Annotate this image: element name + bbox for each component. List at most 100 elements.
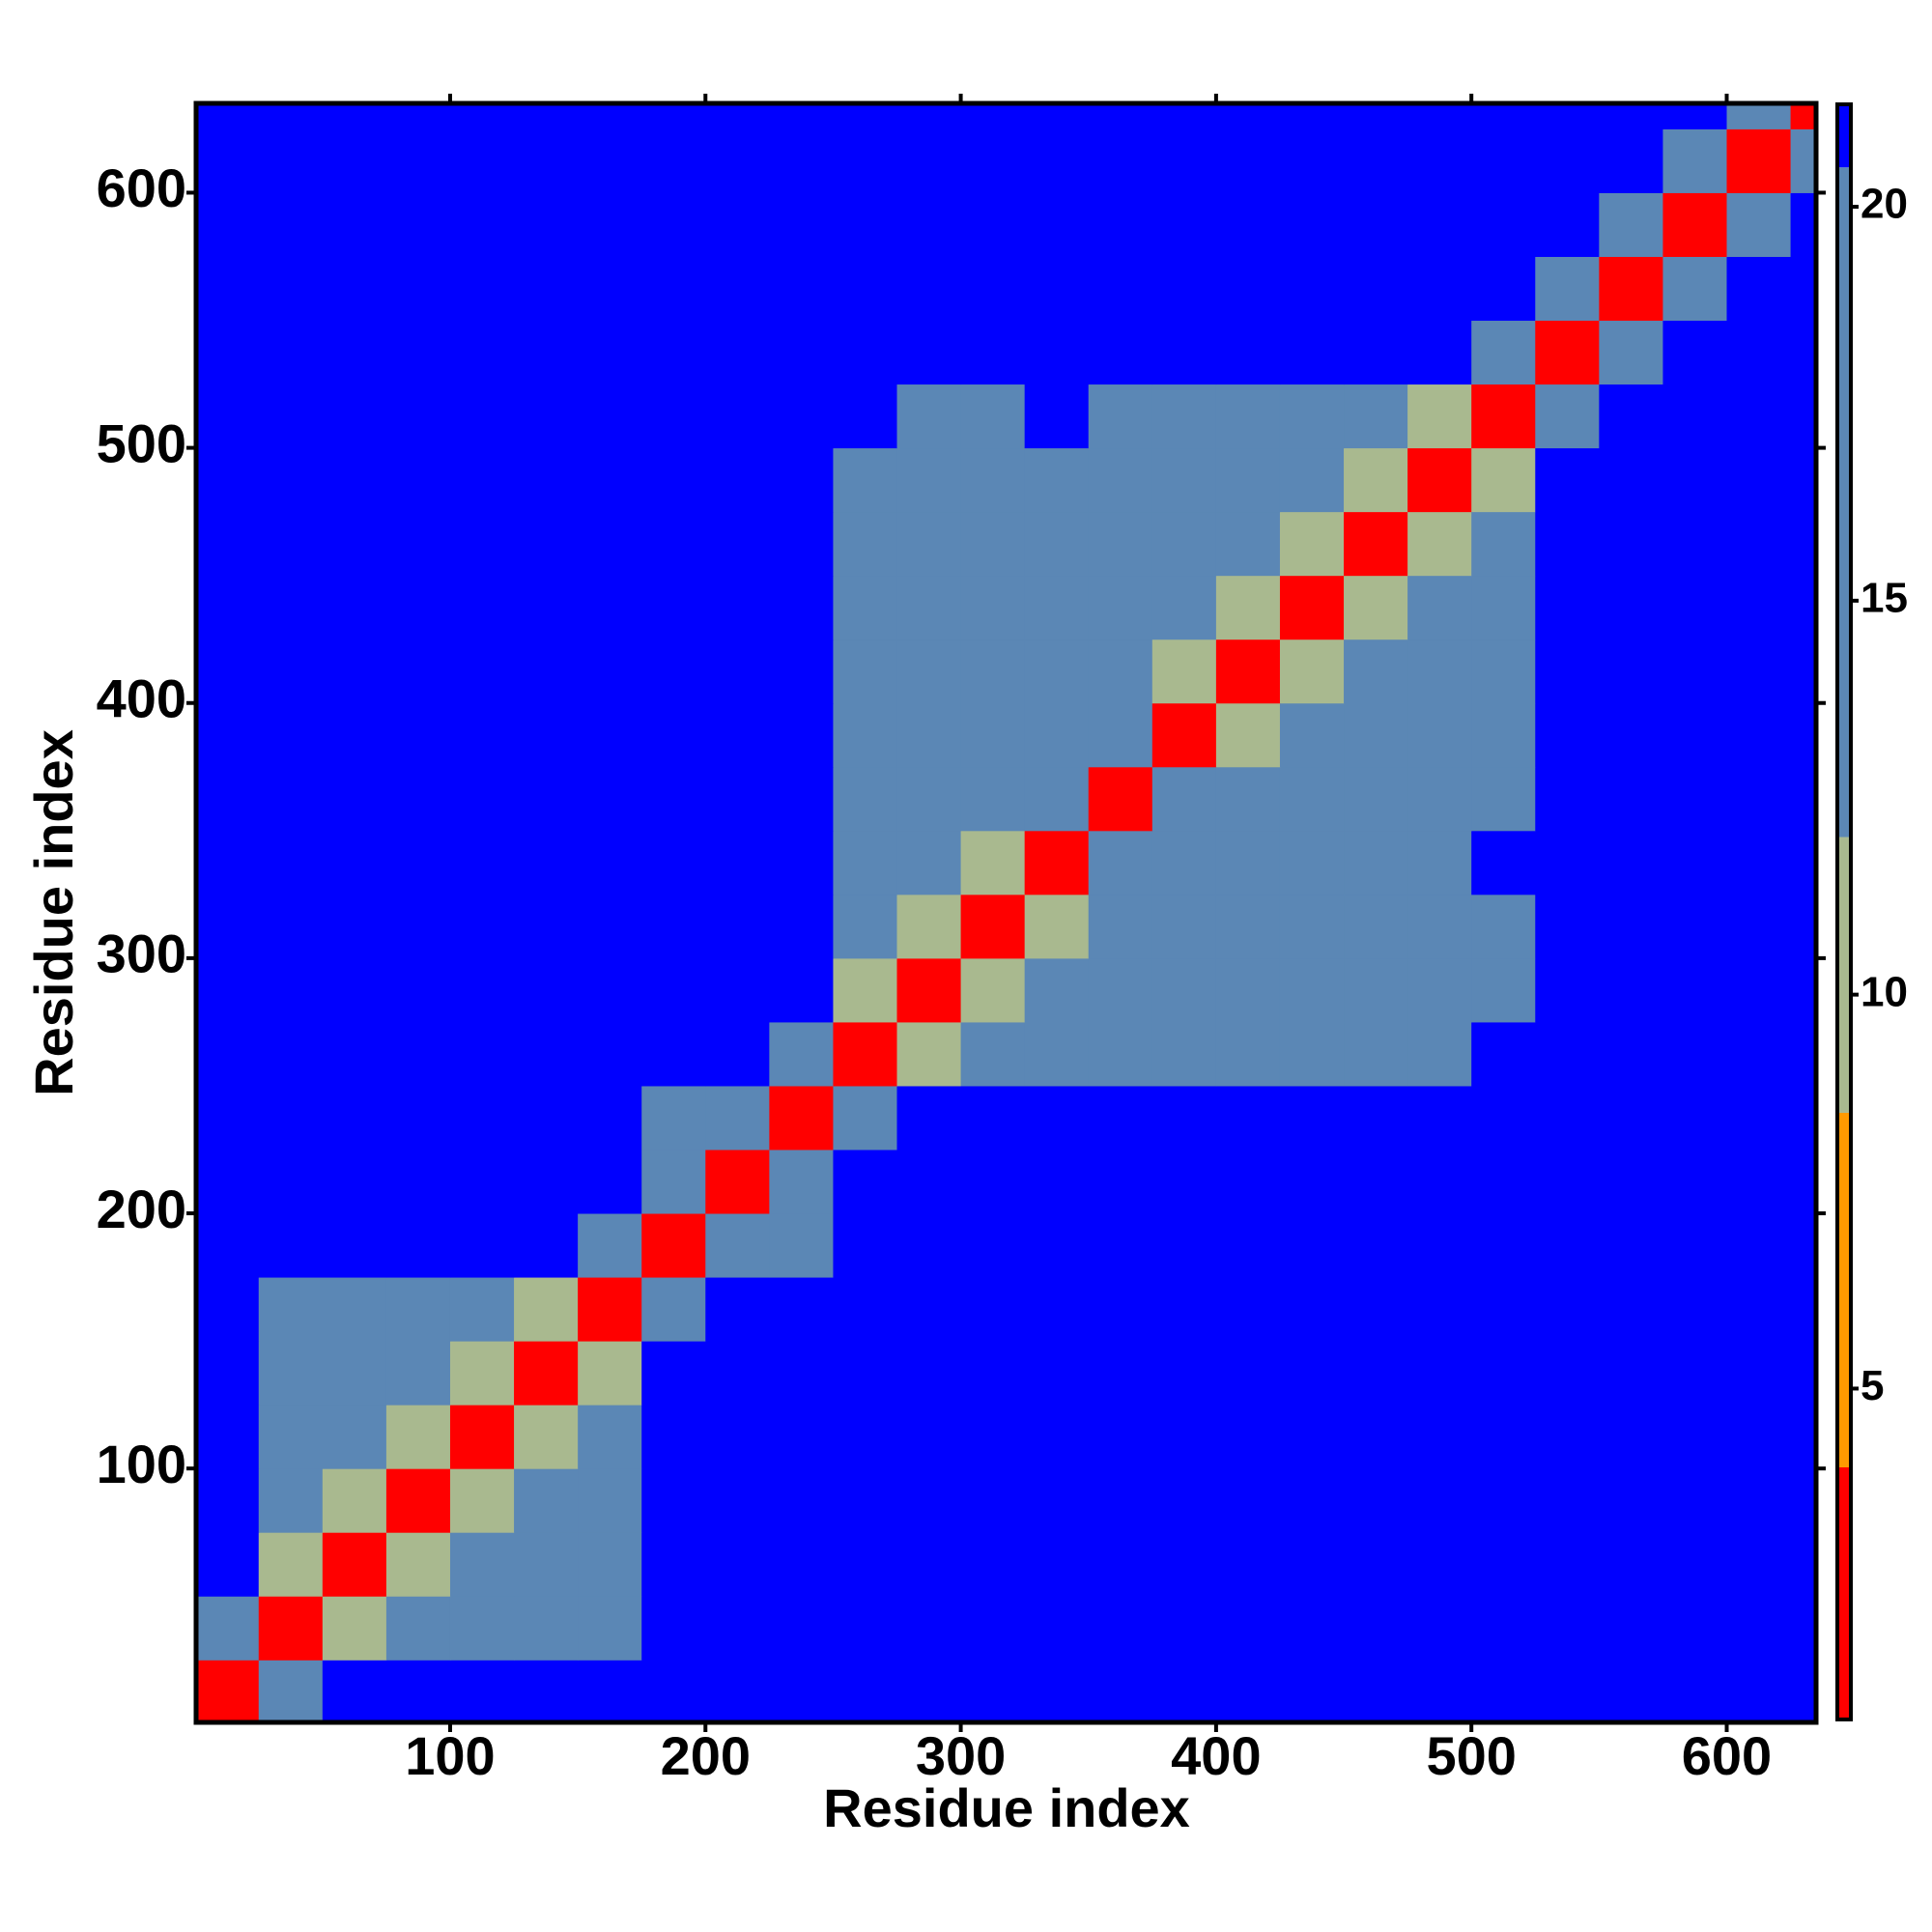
heatmap-cell: [258, 128, 324, 193]
heatmap-cell: [896, 1660, 962, 1722]
heatmap-cell: [705, 575, 770, 640]
heatmap-cell: [1662, 1596, 1727, 1661]
heatmap-cell: [960, 256, 1026, 322]
heatmap-cell: [896, 1405, 962, 1469]
heatmap-cell: [1407, 1341, 1472, 1406]
heatmap-cell: [1535, 1149, 1600, 1214]
heatmap-cell: [578, 1149, 642, 1214]
heatmap-cell: [641, 1149, 706, 1214]
heatmap-cell: [1215, 1277, 1281, 1342]
heatmap-cell: [960, 1532, 1026, 1597]
heatmap-cell: [960, 1468, 1026, 1533]
heatmap-cell: [1215, 702, 1281, 768]
heatmap-cell: [1790, 1213, 1816, 1278]
heatmap-cell: [1471, 766, 1536, 832]
heatmap-cell: [1599, 1149, 1663, 1214]
heatmap-cell: [1726, 1596, 1792, 1661]
heatmap-cell: [1471, 511, 1536, 577]
heatmap-cell: [1088, 384, 1153, 449]
heatmap-cell: [833, 1596, 898, 1661]
heatmap-cell: [1344, 511, 1408, 577]
heatmap-cell: [896, 894, 962, 959]
heatmap-cell: [578, 1021, 642, 1087]
heatmap-cell: [1726, 1532, 1792, 1597]
heatmap-cell: [1599, 1596, 1663, 1661]
heatmap-cell: [196, 957, 260, 1023]
heatmap-cell: [258, 447, 324, 513]
heatmap-cell: [1662, 128, 1727, 193]
heatmap-cell: [196, 1532, 260, 1597]
heatmap-cell: [578, 894, 642, 959]
heatmap-cell: [322, 1405, 387, 1469]
heatmap-cell: [514, 447, 579, 513]
heatmap-cell: [1088, 1021, 1153, 1087]
heatmap-cell: [322, 256, 387, 322]
heatmap-cell: [960, 128, 1026, 193]
heatmap-cell: [196, 447, 260, 513]
heatmap-cell: [385, 256, 451, 322]
heatmap-cell: [1662, 830, 1727, 895]
heatmap-cell: [833, 1660, 898, 1722]
heatmap-cell: [960, 192, 1026, 257]
heatmap-cell: [258, 103, 324, 129]
heatmap-cell: [385, 1213, 451, 1278]
heatmap-cell: [449, 894, 515, 959]
heatmap-cell: [1024, 1468, 1090, 1533]
heatmap-cell: [641, 1213, 706, 1278]
heatmap-cell: [1024, 128, 1090, 193]
heatmap-cell: [322, 1660, 387, 1722]
heatmap-cell: [769, 575, 834, 640]
heatmap-cell: [641, 894, 706, 959]
heatmap-cell: [1024, 1596, 1090, 1661]
heatmap-cell: [449, 1405, 515, 1469]
heatmap-cell: [1599, 575, 1663, 640]
heatmap-cell: [514, 1468, 579, 1533]
heatmap-cell: [1726, 575, 1792, 640]
x-tick-label: 100: [405, 1725, 495, 1786]
heatmap-cell: [1471, 447, 1536, 513]
heatmap-cell: [1662, 256, 1727, 322]
heatmap-cell: [705, 1213, 770, 1278]
heatmap-cell: [1407, 1532, 1472, 1597]
heatmap-cell: [1662, 103, 1727, 129]
heatmap-cell: [196, 1405, 260, 1469]
colorbar-band: [1837, 167, 1851, 838]
heatmap-cell: [1535, 511, 1600, 577]
heatmap-cell: [1726, 830, 1792, 895]
heatmap-cell: [1662, 1149, 1727, 1214]
heatmap-cell: [1726, 103, 1792, 129]
heatmap-cell: [258, 957, 324, 1023]
heatmap-cell: [578, 128, 642, 193]
heatmap-cell: [705, 511, 770, 577]
heatmap-cell: [385, 830, 451, 895]
heatmap-cell: [1407, 384, 1472, 449]
colorbar-band: [1837, 837, 1851, 1113]
heatmap-cell: [769, 1532, 834, 1597]
heatmap-cell: [705, 1277, 770, 1342]
heatmap-cell: [833, 1468, 898, 1533]
heatmap-cell: [449, 192, 515, 257]
heatmap-cell: [1151, 511, 1217, 577]
heatmap-cells: [196, 103, 1816, 1722]
heatmap-cell: [1151, 1660, 1217, 1722]
heatmap-cell: [1407, 1660, 1472, 1722]
heatmap-cell: [896, 511, 962, 577]
heatmap-cell: [1535, 1341, 1600, 1406]
heatmap-cell: [1215, 1149, 1281, 1214]
heatmap-cell: [1790, 639, 1816, 704]
heatmap-cell: [1790, 1085, 1816, 1151]
heatmap-cell: [960, 1021, 1026, 1087]
y-tick-label: 100: [97, 1434, 186, 1494]
heatmap-cell: [1215, 894, 1281, 959]
heatmap-cell: [322, 1532, 387, 1597]
heatmap-cell: [1088, 639, 1153, 704]
heatmap-cell: [1344, 830, 1408, 895]
heatmap-cell: [641, 1085, 706, 1151]
heatmap-cell: [705, 192, 770, 257]
heatmap-cell: [1279, 1405, 1345, 1469]
heatmap-cell: [1024, 894, 1090, 959]
y-axis-title: Residue index: [23, 729, 84, 1096]
heatmap-cell: [1344, 1596, 1408, 1661]
heatmap-cell: [1662, 1468, 1727, 1533]
heatmap-cell: [514, 1405, 579, 1469]
